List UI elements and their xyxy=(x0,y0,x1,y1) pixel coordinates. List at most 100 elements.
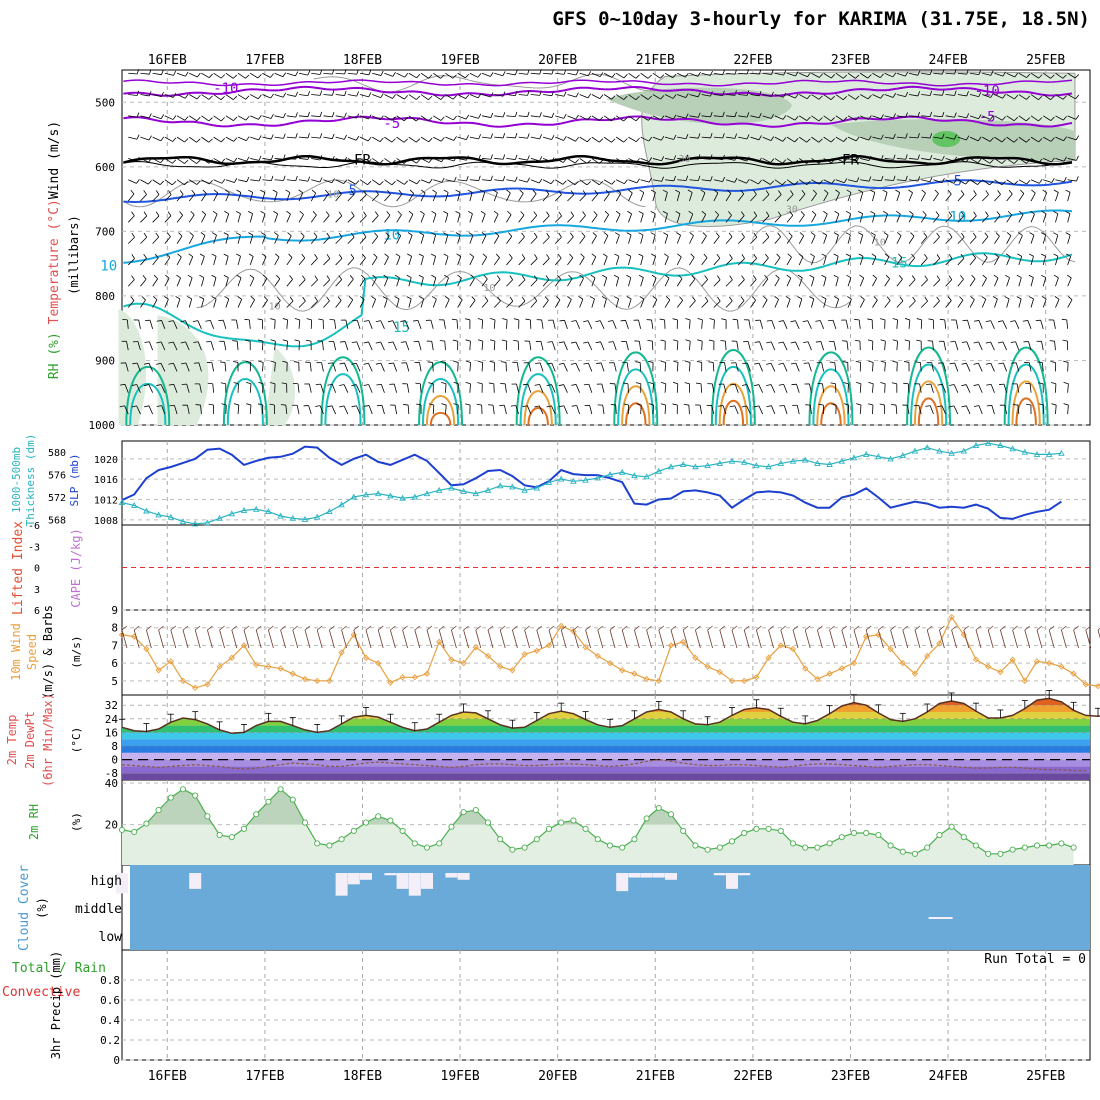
wind-barb xyxy=(762,179,771,185)
wind-barb-flag xyxy=(558,362,564,365)
wind-barb xyxy=(652,234,656,244)
wind-barb-flag xyxy=(713,189,719,194)
wind-barb xyxy=(762,136,772,142)
temp-contour-lowlevel xyxy=(917,397,940,426)
wind-barb-flag xyxy=(615,210,621,215)
wind-barb-flag xyxy=(184,159,189,164)
wind-barb-flag xyxy=(332,90,335,96)
wind-barb xyxy=(967,320,971,329)
wind-barb-flag xyxy=(899,296,904,302)
wind-barb xyxy=(249,299,255,308)
wind-barb xyxy=(563,405,568,415)
wind-barb xyxy=(493,279,501,287)
wind10m-point xyxy=(594,652,601,660)
wind-barb-flag xyxy=(440,95,445,100)
wind-barb xyxy=(786,215,794,223)
wind-barb-flag xyxy=(949,384,955,386)
wind-barb xyxy=(554,257,562,266)
wind-barb xyxy=(859,256,864,266)
wind-barb-flag xyxy=(521,254,526,259)
wind-barb xyxy=(640,158,650,162)
wind-barb-flag xyxy=(356,91,359,97)
wind-barb-flag xyxy=(893,154,896,160)
wind-barb xyxy=(542,300,549,308)
wind-barb-flag xyxy=(545,190,550,195)
wind-barb-flag xyxy=(635,137,640,142)
wind-barb-flag xyxy=(144,362,150,365)
thickness-point xyxy=(679,461,687,467)
wind-barb-flag xyxy=(636,158,640,163)
wind-barb xyxy=(286,279,293,287)
wind-barb-flag xyxy=(676,232,681,236)
wind-barb-flag xyxy=(295,154,298,160)
wind-barb xyxy=(359,158,369,164)
wind10m-barb xyxy=(475,629,482,649)
wind-barb-flag xyxy=(635,74,640,79)
temp-band xyxy=(122,773,1090,780)
wind-barb-flag xyxy=(787,253,792,258)
wind-barb-flag xyxy=(351,211,355,217)
rh2-point xyxy=(619,844,626,851)
wind-barb-flag xyxy=(257,339,264,342)
wind-barb xyxy=(664,115,674,120)
wind-barb-flag xyxy=(941,155,945,161)
temp-contour-5 xyxy=(123,179,1073,204)
wind-barb xyxy=(847,72,856,79)
wind-barb xyxy=(762,72,772,75)
wind-barb-flag xyxy=(843,382,849,385)
wind-barb-flag xyxy=(575,92,579,98)
wind-barb xyxy=(859,234,864,244)
wind10m-barb xyxy=(451,629,457,649)
wind-barb-flag xyxy=(753,405,759,408)
wind-barb-flag xyxy=(466,176,469,182)
wind-barb xyxy=(1055,136,1064,142)
wind-barb xyxy=(981,299,987,308)
wind-tick: 8 xyxy=(111,622,118,635)
wind-barb-flag xyxy=(766,319,772,322)
wind-barb xyxy=(164,257,171,266)
wind-barb-flag xyxy=(276,296,281,301)
wind-barb xyxy=(677,115,687,119)
wind-barb-flag xyxy=(270,318,276,321)
wind-barb-flag xyxy=(248,189,253,193)
wind-barb-flag xyxy=(977,136,982,142)
wind-barb-flag xyxy=(934,189,939,194)
wind-barb-flag xyxy=(294,318,300,321)
wind-barb-flag xyxy=(385,232,390,237)
wind-barb xyxy=(1030,94,1039,100)
wind-barb xyxy=(1042,192,1048,202)
wind-barb-flag xyxy=(855,136,860,142)
rh2-point xyxy=(448,823,455,830)
wind-barb-flag xyxy=(794,93,799,99)
wind-barb xyxy=(859,213,863,223)
wind-barb xyxy=(737,236,745,244)
rh2-tick: 20 xyxy=(105,819,118,832)
wind-barb xyxy=(920,236,928,244)
wind-barb xyxy=(933,94,943,96)
wind-barb xyxy=(782,363,788,372)
wind-barb-flag xyxy=(663,253,669,257)
wind-barb xyxy=(299,136,309,139)
wind10m-barb xyxy=(865,629,872,649)
wind-barb-flag xyxy=(1053,274,1059,279)
wind-barb-flag xyxy=(870,232,876,236)
wind-barb-flag xyxy=(153,274,158,280)
wind-barb-flag xyxy=(258,115,262,120)
wind-barb-flag xyxy=(245,116,250,121)
wind-barb-flag xyxy=(1050,116,1055,121)
wind-barb xyxy=(201,193,207,202)
wind-barb xyxy=(225,115,234,121)
wind-barb-flag xyxy=(783,70,787,76)
wind-barb-flag xyxy=(636,403,642,406)
wind-barb-flag xyxy=(727,211,732,216)
wind-barb xyxy=(738,179,747,184)
wind-barb xyxy=(1043,136,1052,142)
wind-barb xyxy=(355,384,361,393)
wind-barb xyxy=(127,258,135,266)
wind-barb xyxy=(955,319,959,329)
wind-barb-flag xyxy=(160,114,165,119)
wind-barb-flag xyxy=(673,114,677,120)
wind-barb xyxy=(396,298,400,308)
wind-barb xyxy=(213,192,219,202)
wind-barb-flag xyxy=(800,211,805,216)
